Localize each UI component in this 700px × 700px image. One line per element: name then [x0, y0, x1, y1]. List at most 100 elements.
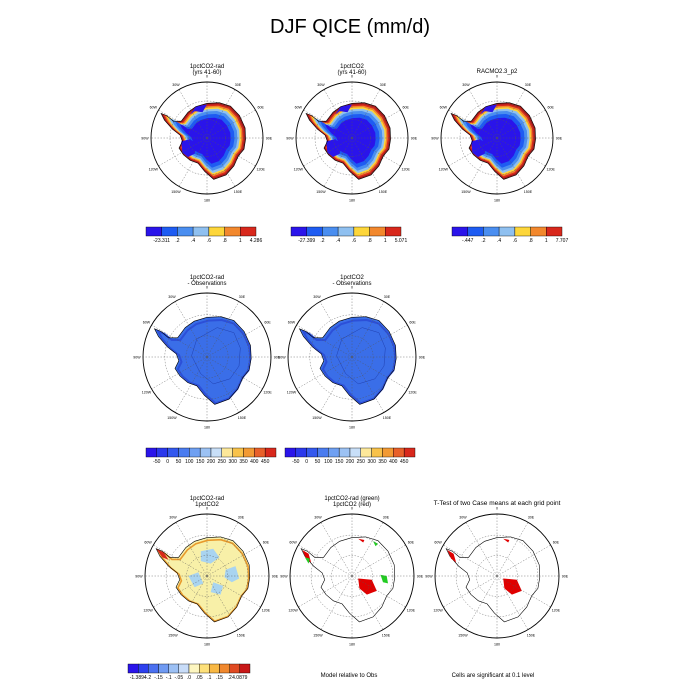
- longitude-label: 30E: [380, 83, 387, 87]
- colorbar-swatch: [189, 447, 201, 458]
- longitude-label: 150W: [461, 190, 471, 194]
- meridian-line: [351, 575, 384, 630]
- coastline: [305, 102, 391, 180]
- longitude-label: 30E: [528, 516, 535, 520]
- colorbar-label: -.2: [145, 675, 151, 681]
- coastline: [445, 536, 541, 623]
- panel-title: 1pctCO2: [195, 502, 219, 508]
- colorbar-swatch: [156, 447, 168, 458]
- meridian-line: [178, 137, 208, 187]
- colorbar-swatch: [210, 447, 223, 458]
- colorbar-label: -.1: [166, 675, 172, 681]
- map-boundary: [142, 292, 272, 422]
- meridian-line: [320, 575, 353, 630]
- colorbar-swatch: [349, 447, 362, 458]
- colorbar-label: .2: [320, 238, 324, 244]
- map-boundary: [434, 513, 560, 639]
- longitude-label: 120E: [407, 609, 416, 613]
- longitude-label: 30W: [462, 83, 470, 87]
- meridian-line: [351, 137, 381, 187]
- meridian-line: [351, 109, 401, 139]
- longitude-label: 90W: [133, 356, 141, 360]
- colorbar-swatch: [158, 663, 169, 674]
- meridian-line: [206, 137, 236, 187]
- longitude-label: 150W: [167, 416, 177, 420]
- latitude-circle: [309, 314, 395, 400]
- colorbar-swatch: [192, 226, 210, 237]
- latitude-circle: [164, 314, 250, 400]
- colorbar-swatch: [232, 447, 244, 458]
- colorbar-swatch: [178, 447, 190, 458]
- latitude-circle: [186, 555, 228, 597]
- colorbar-swatch: [167, 447, 179, 458]
- latitude-circle: [188, 119, 226, 157]
- colorbar-swatch: [322, 226, 339, 237]
- colorbar-label: 4.286: [250, 238, 263, 244]
- panel-title: 1pctCO2: [340, 275, 364, 281]
- colorbar-label: 250: [357, 459, 366, 465]
- longitude-label: 150W: [312, 416, 322, 420]
- colorbar-swatch: [168, 663, 180, 674]
- colorbar-label: 400: [250, 459, 259, 465]
- colorbar-label: .4: [336, 238, 340, 244]
- meridian-line: [351, 89, 381, 139]
- longitude-label: 180: [349, 426, 355, 430]
- longitude-label: 0: [496, 507, 498, 511]
- longitude-label: 60W: [295, 106, 303, 110]
- meridian-line: [448, 137, 498, 167]
- colorbar-label: 0: [166, 459, 169, 465]
- longitude-label: 0: [351, 286, 353, 290]
- longitude-label: 150W: [313, 633, 323, 637]
- meridian-line: [175, 575, 208, 630]
- panel-title: - Observations: [332, 281, 371, 287]
- panel-5: 1pctCO2- Observations030E60E90E120E150E1…: [278, 275, 425, 465]
- colorbar-label: .2: [175, 238, 179, 244]
- colorbar-label: .6: [207, 238, 211, 244]
- longitude-label: 90E: [419, 356, 426, 360]
- panel-3: RACMO2.3_p20 30E 60E 90E 120E 150E 180 150W 120W…: [431, 69, 568, 244]
- longitude-label: 120W: [294, 168, 304, 172]
- colorbar-label: .4: [191, 238, 195, 244]
- colorbar-label: 350: [239, 459, 248, 465]
- meridian-line: [496, 575, 529, 630]
- colorbar-swatch: [229, 663, 241, 674]
- ratio-field: [156, 536, 250, 622]
- longitude-label: 60W: [144, 541, 152, 545]
- significant-cells-green: [373, 541, 378, 547]
- colorbar-swatch: [239, 663, 251, 674]
- longitude-label: 150E: [382, 633, 391, 637]
- map-field: [153, 316, 252, 405]
- longitude-label: 60E: [547, 106, 554, 110]
- colorbar-label: -27.399: [298, 238, 315, 244]
- colorbar-label: 100: [324, 459, 333, 465]
- interior-contour: [336, 327, 386, 385]
- colorbar-swatch: [353, 226, 370, 237]
- ice-shelf: [480, 104, 497, 115]
- longitude-label: 60E: [257, 106, 264, 110]
- meridian-line: [158, 109, 208, 139]
- latitude-circle: [331, 555, 373, 597]
- longitude-label: 120W: [287, 391, 297, 395]
- longitude-label: 180: [349, 643, 355, 647]
- longitude-label: 120E: [262, 609, 271, 613]
- longitude-label: 90E: [266, 137, 273, 141]
- panel-2: 1pctCO2(yrs 41-60)0 30E 60E 90E 120E 150E 180 1…: [286, 64, 417, 244]
- colorbar-swatch: [224, 226, 241, 237]
- colorbar-label: .4: [497, 238, 501, 244]
- meridian-line: [496, 137, 546, 167]
- panel-7-footnote: Model relative to Obs: [320, 673, 378, 679]
- longitude-label: 30E: [384, 295, 391, 299]
- longitude-label: 60W: [434, 541, 442, 545]
- panel-title: 1pctCO2-rad: [190, 275, 224, 281]
- longitude-label: 120E: [546, 168, 555, 172]
- meridian-line: [206, 575, 239, 630]
- meridian-line: [496, 109, 546, 139]
- longitude-label: 120W: [288, 609, 298, 613]
- longitude-label: 0: [206, 286, 208, 290]
- longitude-label: 120W: [439, 168, 449, 172]
- longitude-label: 180: [204, 199, 210, 203]
- colorbar-label: 50: [176, 459, 182, 465]
- panel-8-footnote: Cells are significant at 0.1 level: [451, 673, 535, 679]
- difference-field: [154, 316, 252, 405]
- coastline: [300, 536, 396, 623]
